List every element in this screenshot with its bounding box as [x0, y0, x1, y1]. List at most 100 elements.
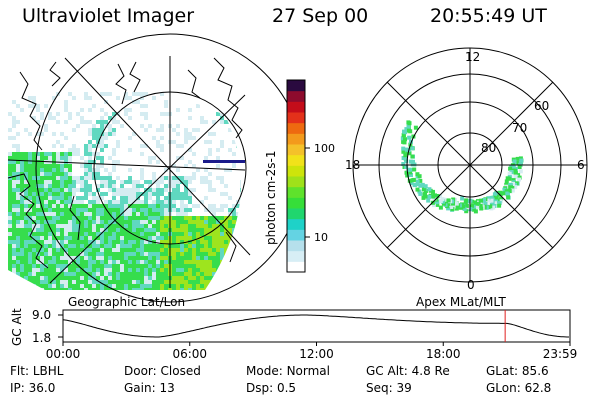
emission-pixel: [160, 192, 164, 196]
emission-pixel: [164, 220, 168, 224]
emission-pixel: [128, 244, 132, 248]
emission-pixel: [56, 236, 60, 240]
emission-pixel: [144, 244, 148, 248]
emission-pixel: [232, 204, 236, 208]
emission-pixel: [216, 236, 220, 240]
emission-pixel: [140, 228, 144, 232]
emission-pixel: [508, 166, 513, 171]
emission-pixel: [172, 240, 176, 244]
emission-pixel: [228, 220, 232, 224]
emission-pixel: [433, 193, 437, 198]
emission-pixel: [24, 200, 28, 204]
emission-pixel: [144, 196, 148, 200]
emission-pixel: [172, 176, 176, 180]
emission-pixel: [116, 260, 120, 264]
emission-pixel: [497, 201, 502, 206]
emission-pixel: [48, 228, 52, 232]
emission-pixel: [435, 202, 440, 207]
emission-pixel: [152, 172, 156, 176]
emission-pixel: [64, 164, 68, 168]
emission-pixel: [32, 180, 36, 184]
emission-pixel: [20, 236, 24, 240]
emission-pixel: [148, 236, 152, 240]
emission-pixel: [204, 244, 208, 248]
emission-pixel: [136, 288, 140, 290]
altitude-tick-high: 9.0: [32, 308, 51, 322]
emission-pixel: [148, 188, 152, 192]
emission-pixel: [208, 152, 212, 156]
emission-pixel: [128, 216, 132, 220]
emission-pixel: [16, 188, 20, 192]
emission-pixel: [180, 144, 184, 148]
emission-pixel: [104, 120, 108, 124]
emission-pixel: [188, 224, 192, 228]
emission-pixel: [180, 216, 184, 220]
emission-pixel: [104, 276, 108, 280]
emission-pixel: [188, 288, 192, 290]
emission-pixel: [200, 120, 204, 124]
emission-pixel: [32, 228, 36, 232]
emission-pixel: [20, 228, 24, 232]
emission-pixel: [204, 176, 208, 180]
emission-pixel: [224, 240, 228, 244]
emission-pixel: [52, 208, 56, 212]
emission-pixel: [216, 112, 220, 116]
emission-pixel: [152, 156, 156, 160]
emission-pixel: [216, 264, 220, 268]
emission-pixel: [411, 159, 415, 164]
emission-pixel: [88, 160, 92, 164]
emission-pixel: [96, 140, 100, 144]
emission-pixel: [176, 260, 180, 264]
emission-pixel: [164, 200, 168, 204]
emission-pixel: [172, 164, 176, 168]
emission-pixel: [116, 276, 120, 280]
emission-pixel: [80, 120, 84, 124]
emission-pixel: [104, 232, 108, 236]
emission-pixel: [144, 92, 148, 96]
emission-pixel: [212, 252, 216, 256]
emission-pixel: [60, 284, 64, 288]
emission-pixel: [156, 204, 160, 208]
emission-pixel: [92, 104, 96, 108]
emission-pixel: [12, 236, 16, 240]
emission-pixel: [12, 100, 16, 104]
emission-pixel: [56, 204, 60, 208]
emission-pixel: [180, 236, 184, 240]
emission-pixel: [160, 148, 164, 152]
emission-pixel: [152, 176, 156, 180]
emission-pixel: [76, 148, 80, 152]
emission-pixel: [36, 272, 40, 276]
emission-pixel: [140, 248, 144, 252]
emission-pixel: [144, 116, 148, 120]
emission-pixel: [132, 228, 136, 232]
emission-pixel: [454, 201, 459, 206]
emission-pixel: [148, 272, 152, 276]
emission-pixel: [152, 280, 156, 284]
emission-pixel: [20, 160, 24, 164]
emission-pixel: [12, 200, 16, 204]
emission-pixel: [136, 244, 140, 248]
emission-pixel: [405, 173, 410, 178]
emission-pixel: [120, 248, 124, 252]
emission-pixel: [144, 212, 148, 216]
emission-pixel: [507, 189, 512, 193]
emission-pixel: [208, 228, 212, 232]
emission-pixel: [60, 240, 64, 244]
emission-pixel: [84, 176, 88, 180]
emission-pixel: [32, 184, 36, 188]
emission-pixel: [20, 264, 24, 268]
emission-pixel: [20, 192, 24, 196]
emission-pixel: [28, 220, 32, 224]
emission-pixel: [20, 200, 24, 204]
emission-pixel: [56, 260, 60, 264]
emission-pixel: [196, 128, 200, 132]
emission-pixel: [220, 216, 224, 220]
emission-pixel: [204, 272, 208, 276]
emission-pixel: [68, 152, 72, 156]
emission-pixel: [64, 256, 68, 260]
emission-pixel: [64, 204, 68, 208]
emission-pixel: [60, 180, 64, 184]
emission-pixel: [32, 100, 36, 104]
emission-pixel: [88, 128, 92, 132]
emission-pixel: [28, 224, 32, 228]
